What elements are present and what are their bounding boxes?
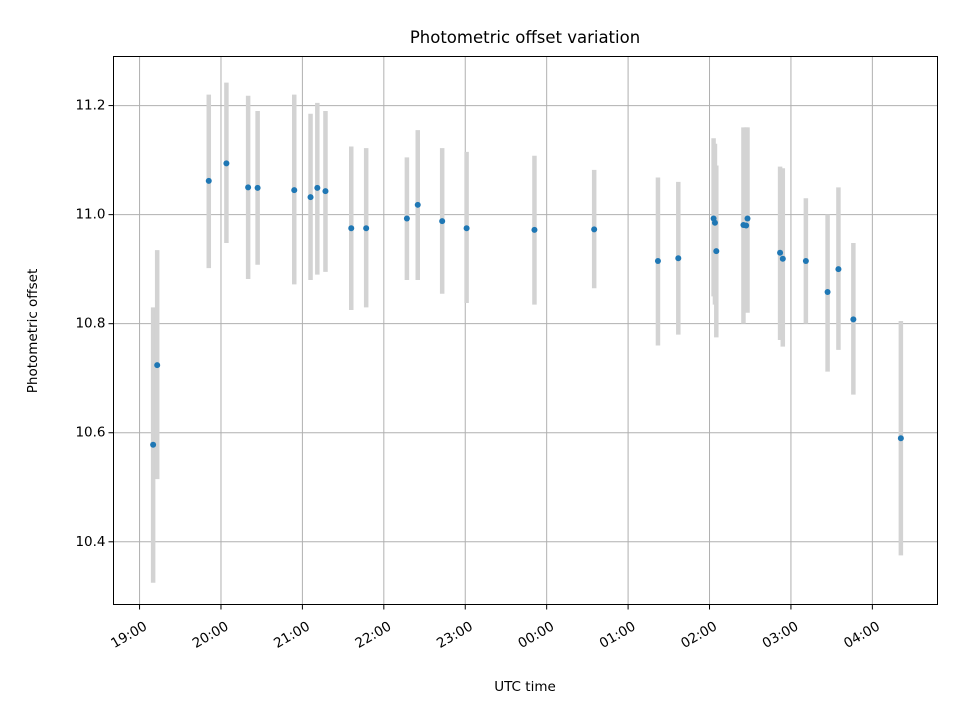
data-point: [777, 249, 784, 256]
y-axis-ticks: 10.4 10.6 10.8 11.0 11.2: [75, 98, 114, 550]
data-point: [713, 248, 720, 255]
data-point: [591, 226, 598, 233]
data-point: [531, 226, 538, 233]
data-point: [463, 225, 470, 232]
data-point: [897, 435, 904, 442]
data-point: [850, 316, 857, 323]
data-point: [743, 222, 750, 229]
data-points: [150, 160, 904, 448]
data-point: [439, 218, 446, 225]
data-point: [348, 225, 355, 232]
data-point: [150, 441, 157, 448]
data-point: [314, 184, 321, 191]
data-point: [802, 257, 809, 264]
data-point: [824, 289, 831, 296]
data-point: [414, 201, 421, 208]
data-point: [835, 266, 842, 273]
y-tick-label: 11.2: [75, 98, 105, 114]
y-tick-label: 10.4: [75, 534, 105, 550]
data-point: [363, 225, 370, 232]
data-point: [205, 177, 212, 184]
data-point: [307, 194, 314, 201]
data-point: [779, 255, 786, 262]
y-axis-label: Photometric offset: [25, 269, 41, 393]
y-tick-label: 10.6: [75, 425, 105, 441]
data-point: [254, 184, 261, 191]
data-point: [322, 188, 329, 195]
chart-title: Photometric offset variation: [410, 28, 640, 47]
data-point: [223, 160, 230, 167]
data-point: [154, 362, 161, 369]
x-axis-label: UTC time: [494, 679, 556, 695]
gridlines: [113, 56, 938, 605]
data-point: [403, 215, 410, 222]
data-point: [744, 215, 751, 222]
plot-frame: [113, 56, 938, 605]
data-point: [675, 255, 682, 262]
data-point: [245, 184, 252, 191]
data-point: [711, 219, 718, 226]
data-point: [654, 257, 661, 264]
y-tick-label: 10.8: [75, 316, 105, 332]
y-tick-label: 11.0: [75, 207, 105, 223]
data-point: [291, 187, 298, 194]
